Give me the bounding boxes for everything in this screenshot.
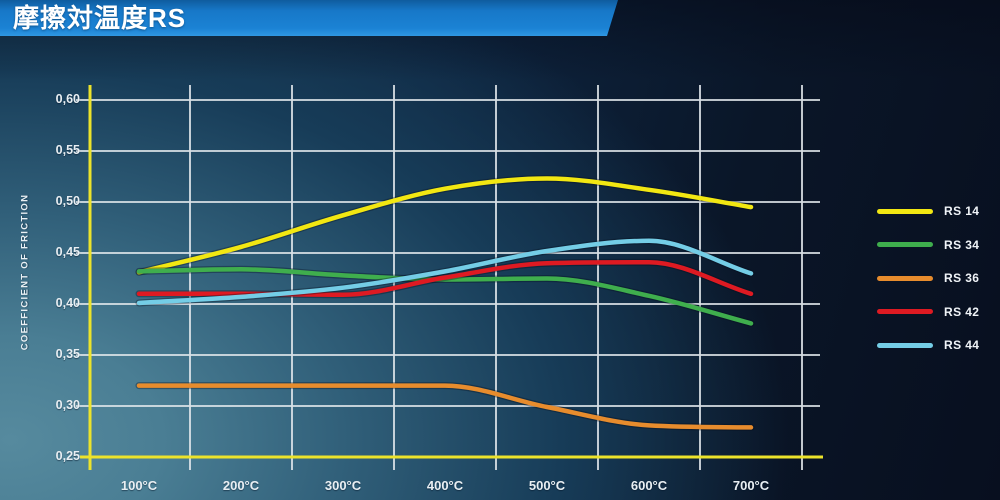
series-line-rs-44 [136,238,754,306]
x-tick-label-200: 200°C [222,478,260,493]
y-tick-label-0.55: 0,55 [55,143,80,157]
y-tick-label-0.25: 0,25 [55,449,80,463]
series-line-rs-34 [136,267,754,326]
x-tick-label-700: 700°C [732,478,770,493]
y-axis-title: COEFFICIENT OF FRICTION [19,193,31,351]
series-shadow-rs-42 [135,258,755,299]
series-shadow-rs-34 [135,265,755,327]
legend-item-rs-34: RS 34 [877,235,979,255]
x-tick-label-100: 100°C [120,478,158,493]
axes [80,85,823,470]
legend-swatch-rs-42 [877,309,933,314]
legend-label-rs-44: RS 44 [944,338,980,352]
legend-item-rs-42: RS 42 [877,302,979,322]
y-tick-label-0.45: 0,45 [55,245,80,259]
page-title: 摩擦対温度RS [13,3,187,33]
x-tick-label-500: 500°C [528,478,566,493]
y-tick-label-0.35: 0,35 [55,347,80,361]
series-line-rs-36 [136,383,754,430]
legend-swatch-rs-36 [877,275,933,281]
y-tick-label-0.30: 0,30 [55,398,80,412]
x-tick-label-400: 400°C [426,478,464,493]
x-tick-label-600: 600°C [630,478,668,493]
header-banner: 摩擦対温度RS [0,0,618,36]
legend-item-rs-14: RS 14 [877,201,979,221]
y-tick-label-0.40: 0,40 [55,296,80,310]
x-tick-label-300: 300°C [324,478,362,493]
grid [76,85,820,470]
legend: RS 14 RS 34 RS 36 RS 42 RS 44 [877,201,979,369]
series-line-rs-42 [136,259,754,298]
legend-label-rs-14: RS 14 [944,204,980,218]
series-shadow-rs-36 [135,382,755,431]
y-tick-label-0.60: 0,60 [55,92,80,106]
legend-item-rs-44: RS 44 [877,335,979,355]
legend-label-rs-42: RS 42 [944,304,980,319]
legend-label-rs-36: RS 36 [944,271,980,285]
y-tick-label-0.50: 0,50 [55,194,80,208]
legend-swatch-rs-44 [877,342,933,348]
legend-label-rs-34: RS 34 [944,237,980,252]
legend-swatch-rs-34 [877,242,933,247]
legend-item-rs-36: RS 36 [877,268,979,288]
series-line-rs-14 [136,176,754,275]
legend-swatch-rs-14 [877,208,933,214]
series-shadow-rs-14 [135,175,755,276]
series-shadow-rs-44 [135,237,755,307]
